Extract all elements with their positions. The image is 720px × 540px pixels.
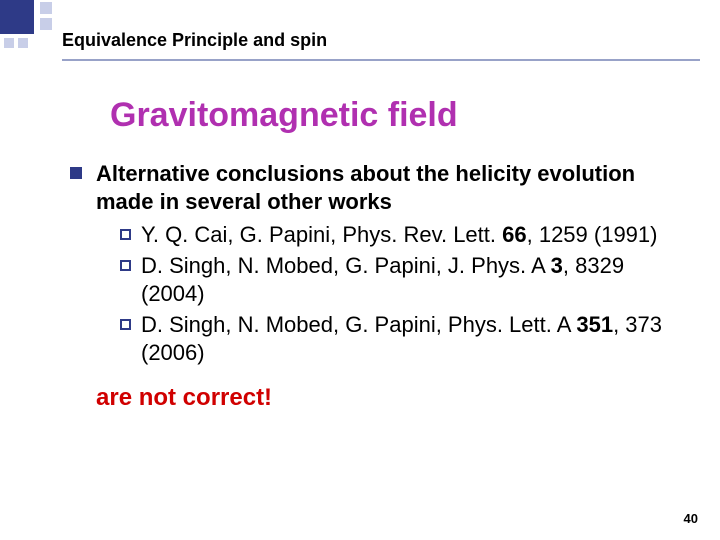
reference-item: Y. Q. Cai, G. Papini, Phys. Rev. Lett. 6…	[120, 221, 680, 250]
reference-text: D. Singh, N. Mobed, G. Papini, J. Phys. …	[141, 252, 680, 309]
section-title: Gravitomagnetic field	[110, 96, 458, 135]
reference-text: D. Singh, N. Mobed, G. Papini, Phys. Let…	[141, 311, 680, 368]
ref-prefix: Y. Q. Cai, G. Papini, Phys. Rev. Lett.	[141, 222, 502, 247]
slide-header: Equivalence Principle and spin	[62, 30, 700, 61]
decor-square-large	[0, 0, 34, 34]
corner-decoration	[0, 0, 62, 50]
bullet-text: Alternative conclusions about the helici…	[96, 160, 680, 215]
decor-square-small	[4, 38, 14, 48]
ref-tail: , 1259 (1991)	[527, 222, 658, 247]
ref-volume: 351	[576, 312, 613, 337]
content-block: Alternative conclusions about the helici…	[70, 160, 680, 412]
ref-volume: 3	[551, 253, 563, 278]
header-rule	[62, 59, 700, 61]
reference-item: D. Singh, N. Mobed, G. Papini, Phys. Let…	[120, 311, 680, 368]
bullet-item: Alternative conclusions about the helici…	[70, 160, 680, 215]
page-number: 40	[684, 511, 698, 526]
ref-prefix: D. Singh, N. Mobed, G. Papini, J. Phys. …	[141, 253, 551, 278]
ref-volume: 66	[502, 222, 526, 247]
reference-item: D. Singh, N. Mobed, G. Papini, J. Phys. …	[120, 252, 680, 309]
reference-list: Y. Q. Cai, G. Papini, Phys. Rev. Lett. 6…	[120, 221, 680, 368]
decor-square-small	[40, 2, 52, 14]
decor-square-small	[18, 38, 28, 48]
bullet-outline-icon	[120, 260, 131, 271]
bullet-outline-icon	[120, 229, 131, 240]
slide-header-title: Equivalence Principle and spin	[62, 30, 700, 57]
bullet-square-icon	[70, 167, 82, 179]
ref-prefix: D. Singh, N. Mobed, G. Papini, Phys. Let…	[141, 312, 576, 337]
closing-statement: are not correct!	[96, 384, 680, 412]
decor-square-small	[40, 18, 52, 30]
bullet-outline-icon	[120, 319, 131, 330]
reference-text: Y. Q. Cai, G. Papini, Phys. Rev. Lett. 6…	[141, 221, 657, 250]
